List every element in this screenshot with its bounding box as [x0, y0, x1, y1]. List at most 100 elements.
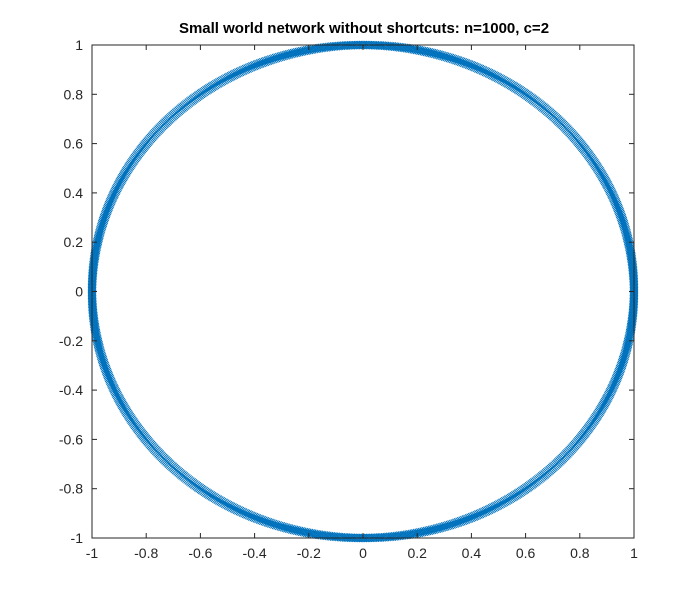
node-marker — [492, 72, 501, 82]
node-marker — [467, 61, 477, 71]
node-marker — [262, 56, 271, 66]
node-marker — [289, 525, 299, 535]
node-marker — [474, 64, 483, 73]
node-marker — [109, 190, 118, 200]
node-marker — [247, 62, 257, 71]
node-marker — [448, 519, 458, 529]
node-marker — [287, 49, 297, 58]
node-marker — [291, 48, 300, 58]
node-marker — [486, 504, 495, 514]
node-marker — [484, 505, 494, 515]
node-marker — [109, 383, 118, 393]
node-marker — [609, 379, 619, 389]
node-marker — [450, 55, 460, 64]
node-marker — [469, 62, 479, 71]
node-marker — [225, 501, 234, 511]
node-marker — [424, 526, 434, 535]
node-marker — [605, 389, 614, 398]
node-marker — [447, 54, 456, 63]
node-marker — [238, 508, 248, 517]
node-marker — [477, 508, 486, 518]
node-marker — [244, 510, 254, 520]
node-marker — [104, 202, 113, 211]
node-marker — [610, 377, 620, 387]
node-marker — [226, 71, 236, 81]
node-marker — [455, 56, 464, 66]
x-tick-label: 0 — [359, 545, 367, 561]
node-marker — [103, 203, 113, 213]
node-marker — [109, 189, 119, 198]
node-marker — [467, 512, 477, 522]
node-marker — [292, 48, 302, 57]
node-marker — [235, 506, 245, 516]
y-tick-label: -0.2 — [59, 333, 83, 349]
x-tick-label: -0.4 — [243, 545, 267, 561]
node-marker — [452, 55, 461, 65]
node-marker — [111, 186, 121, 196]
node-marker — [434, 523, 443, 533]
node-marker — [104, 373, 114, 383]
node-marker — [108, 382, 118, 391]
node-marker — [109, 385, 119, 394]
node-marker — [434, 50, 443, 60]
x-tick-label: 0.8 — [570, 545, 590, 561]
node-marker — [426, 48, 435, 58]
y-tick-label: 1 — [75, 37, 83, 53]
node-marker — [105, 199, 115, 208]
node-marker — [442, 52, 452, 62]
node-marker — [437, 522, 447, 532]
node-marker — [424, 48, 434, 57]
node-marker — [493, 73, 503, 83]
node-marker — [263, 518, 273, 527]
node-marker — [228, 503, 237, 512]
y-tick-label: -0.4 — [59, 382, 83, 398]
node-marker — [466, 513, 475, 523]
node-marker — [254, 59, 263, 69]
node-marker — [448, 54, 458, 64]
y-tick-label: 0 — [75, 284, 83, 300]
node-marker — [439, 522, 448, 532]
node-marker — [247, 512, 257, 521]
node-marker — [258, 516, 268, 526]
node-marker — [608, 192, 618, 201]
node-marker — [294, 47, 304, 57]
node-marker — [453, 518, 463, 527]
node-marker — [487, 503, 497, 513]
node-marker — [271, 53, 281, 63]
network-nodes — [87, 40, 639, 543]
node-marker — [232, 505, 242, 515]
node-marker — [281, 523, 291, 533]
y-tick-label: 0.2 — [64, 234, 84, 250]
node-marker — [232, 68, 242, 78]
node-marker — [452, 518, 461, 528]
node-marker — [477, 65, 486, 75]
x-tick-label: -0.2 — [297, 545, 321, 561]
node-marker — [258, 57, 268, 67]
node-marker — [249, 61, 259, 71]
node-marker — [490, 71, 500, 81]
node-marker — [103, 205, 112, 214]
node-marker — [249, 512, 259, 522]
x-tick-label: 0.2 — [407, 545, 427, 561]
y-axis: -1 -0.8 -0.6 -0.4 -0.2 0 0.2 0.4 0.6 0.8 1 — [59, 37, 634, 546]
node-marker — [266, 55, 276, 64]
node-marker — [268, 519, 278, 529]
node-marker — [430, 524, 440, 534]
x-axis: -1 -0.8 -0.6 -0.4 -0.2 0 0.2 0.4 0.6 0.8 1 — [86, 45, 638, 561]
node-marker — [266, 519, 276, 528]
node-marker — [472, 63, 482, 73]
node-marker — [453, 56, 463, 65]
node-marker — [107, 380, 117, 390]
node-marker — [283, 523, 292, 533]
node-marker — [611, 375, 621, 384]
node-marker — [255, 59, 265, 68]
x-tick-label: 0.6 — [516, 545, 536, 561]
chart-title: Small world network without shortcuts: n… — [179, 20, 549, 37]
node-marker — [252, 513, 262, 523]
node-marker — [273, 53, 282, 62]
node-marker — [244, 63, 254, 73]
node-marker — [608, 190, 617, 200]
node-marker — [450, 519, 460, 528]
node-marker — [609, 193, 619, 203]
